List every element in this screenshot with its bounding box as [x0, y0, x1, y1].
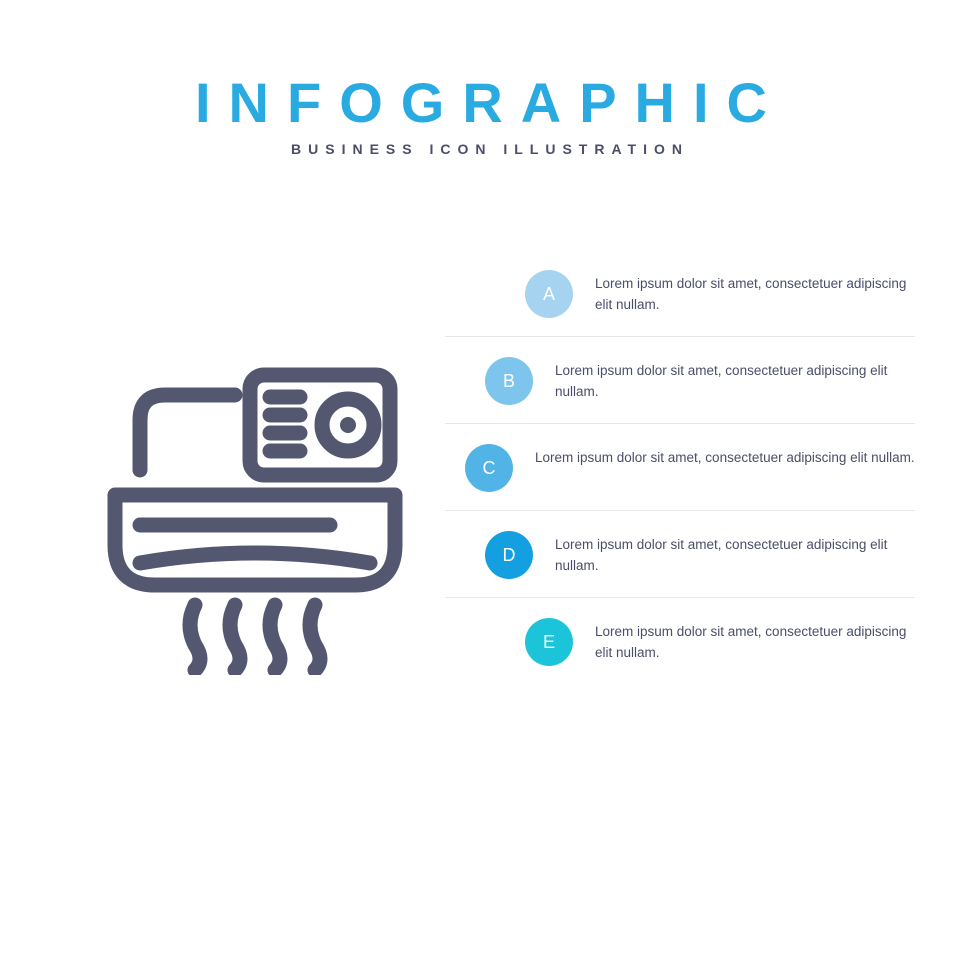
step-text: Lorem ipsum dolor sit amet, consectetuer… — [595, 618, 915, 664]
step-badge-e: E — [525, 618, 573, 666]
step-badge-b: B — [485, 357, 533, 405]
step-text: Lorem ipsum dolor sit amet, consectetuer… — [555, 357, 915, 403]
page-subtitle: BUSINESS ICON ILLUSTRATION — [0, 141, 980, 157]
air-conditioner-icon — [100, 365, 410, 675]
step-item: B Lorem ipsum dolor sit amet, consectetu… — [445, 337, 915, 424]
step-item: E Lorem ipsum dolor sit amet, consectetu… — [445, 598, 915, 684]
step-badge-c: C — [465, 444, 513, 492]
step-item: C Lorem ipsum dolor sit amet, consectetu… — [445, 424, 915, 511]
main-content: A Lorem ipsum dolor sit amet, consectetu… — [0, 250, 980, 870]
step-item: A Lorem ipsum dolor sit amet, consectetu… — [445, 250, 915, 337]
step-text: Lorem ipsum dolor sit amet, consectetuer… — [595, 270, 915, 316]
step-badge-a: A — [525, 270, 573, 318]
header: INFOGRAPHIC BUSINESS ICON ILLUSTRATION — [0, 0, 980, 157]
step-badge-d: D — [485, 531, 533, 579]
step-text: Lorem ipsum dolor sit amet, consectetuer… — [555, 531, 915, 577]
step-text: Lorem ipsum dolor sit amet, consectetuer… — [535, 444, 915, 469]
steps-list: A Lorem ipsum dolor sit amet, consectetu… — [445, 250, 915, 684]
step-item: D Lorem ipsum dolor sit amet, consectetu… — [445, 511, 915, 598]
page-title: INFOGRAPHIC — [0, 70, 980, 135]
